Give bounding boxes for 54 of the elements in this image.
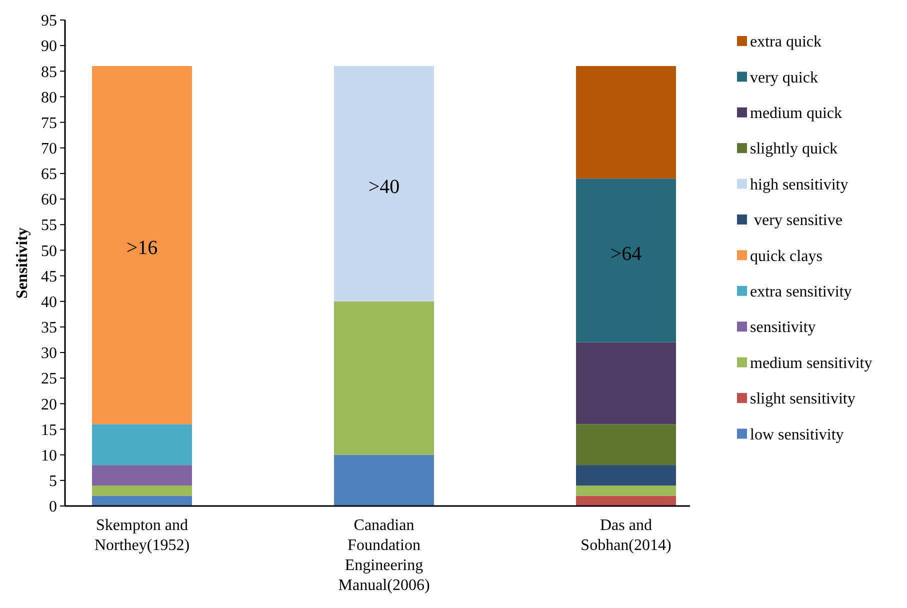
y-tick-label: 20 — [41, 396, 57, 414]
annotation: >64 — [610, 243, 642, 265]
legend-label: very sensitive — [750, 212, 842, 230]
y-tick-label: 90 — [41, 38, 57, 56]
legend-label: extra quick — [750, 34, 822, 51]
y-tick-label: 60 — [41, 192, 57, 209]
x-tick-label: Das and Sobhan(2014) — [580, 517, 672, 554]
y-tick-label: 75 — [41, 114, 57, 132]
y-axis-title: Sensitivity — [14, 227, 31, 299]
legend-label: medium sensitivity — [750, 354, 872, 372]
bar — [576, 178, 676, 342]
legend-label: medium quick — [750, 105, 842, 122]
legend-label: extra sensitivity — [750, 284, 852, 300]
bar — [576, 465, 676, 486]
legend-label: slightly quick — [750, 140, 838, 158]
bar — [92, 496, 192, 506]
legend-label: sensitivity — [750, 319, 816, 336]
bar — [576, 486, 676, 496]
legend-label: quick clays — [750, 248, 822, 265]
x-tick-label: Canadian Foundation Engineering Manual(2006) — [338, 517, 430, 594]
bar — [334, 301, 434, 455]
y-tick-label: 65 — [41, 166, 57, 184]
bar — [576, 496, 676, 506]
bar — [92, 66, 192, 424]
y-tick-label: 95 — [41, 12, 57, 30]
bar — [576, 424, 676, 466]
x-tick-label: Skempton and Northey(1952) — [94, 517, 190, 554]
y-tick-label: 50 — [41, 242, 57, 260]
bar — [92, 465, 192, 486]
y-tick-label: 70 — [41, 140, 57, 158]
y-tick-label: 80 — [41, 89, 57, 106]
bar — [334, 66, 434, 302]
bar — [92, 486, 192, 496]
legend-label: low sensitivity — [750, 426, 844, 444]
bar — [576, 342, 676, 424]
y-tick-label: 0 — [49, 498, 57, 516]
annotation: >16 — [126, 237, 158, 259]
bar — [334, 454, 434, 506]
bar — [92, 424, 192, 466]
bar — [576, 66, 676, 179]
legend-label: high sensitivity — [750, 176, 848, 194]
y-tick-label: 15 — [41, 422, 57, 439]
y-tick-label: 25 — [41, 370, 57, 388]
y-tick-label: 30 — [41, 345, 57, 362]
y-tick-label: 40 — [41, 294, 57, 311]
y-tick-label: 10 — [41, 447, 57, 464]
y-tick-label: 5 — [49, 473, 57, 490]
y-tick-label: 45 — [41, 268, 57, 286]
y-tick-label: 35 — [41, 320, 57, 337]
legend-label: very quick — [750, 69, 818, 86]
legend-label: slight sensitivity — [750, 390, 856, 408]
y-tick-label: 55 — [41, 217, 57, 234]
annotation: >40 — [368, 176, 400, 198]
y-tick-label: 85 — [41, 64, 57, 81]
